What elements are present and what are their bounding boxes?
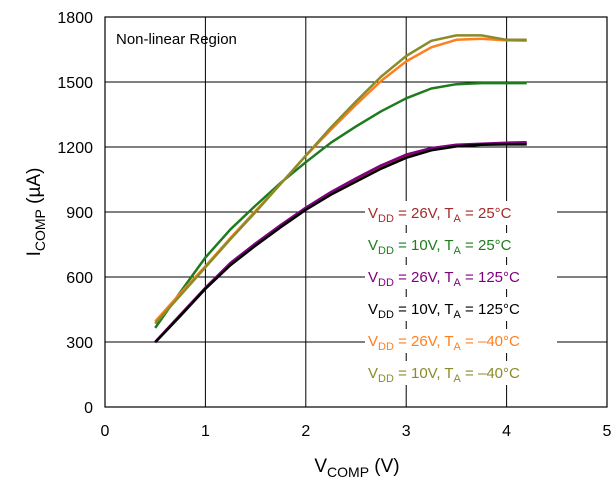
legend-entry-part: = –40°C xyxy=(461,365,520,382)
x-tick-label: 5 xyxy=(603,423,612,440)
y-tick-labels: 0 300 600 900 1200 1500 1800 xyxy=(57,10,93,417)
legend-entry-part: A xyxy=(454,341,462,353)
legend-entry-part: = 26V, T xyxy=(394,333,454,350)
legend-entry-part: = 10V, T xyxy=(394,301,454,318)
legend-entry-part: A xyxy=(454,277,462,289)
x-tick-label: 3 xyxy=(402,423,411,440)
legend-entry-part: = 125°C xyxy=(461,301,520,318)
legend-entry-part: A xyxy=(454,245,462,257)
legend-entry-part: = 10V, T xyxy=(394,237,454,254)
y-tick-label: 600 xyxy=(66,270,93,287)
legend-entry-part: A xyxy=(454,373,462,385)
legend-entry: VDD = 26V, TA = 125°C xyxy=(368,269,520,289)
y-axis-title: ICOMP (µA) xyxy=(24,168,48,257)
series-line xyxy=(154,34,527,325)
legend-entry-part: DD xyxy=(378,213,394,225)
y-axis-title-main: I xyxy=(24,251,45,256)
y-tick-label: 300 xyxy=(66,335,93,352)
legend-entry-part: = 25°C xyxy=(461,237,512,254)
x-tick-label: 0 xyxy=(101,423,110,440)
x-axis-title-main: V xyxy=(314,456,327,477)
series-line xyxy=(154,143,527,344)
legend-entry: VDD = 26V, TA = 25°C xyxy=(368,205,512,225)
legend-entry-part: V xyxy=(368,205,378,222)
legend-entry: VDD = 26V, TA = –40°C xyxy=(368,333,520,353)
legend-entry-part: = 10V, T xyxy=(394,365,454,382)
y-axis-title-unit: (µA) xyxy=(24,168,45,210)
legend-entry-background xyxy=(365,233,557,257)
legend-entry-part: = 26V, T xyxy=(394,205,454,222)
plot-frame xyxy=(104,16,608,408)
y-tick-label: 1200 xyxy=(57,140,93,157)
y-tick-label: 900 xyxy=(66,205,93,222)
annotation-nonlinear-region: Non-linear Region xyxy=(116,31,237,48)
x-tick-label: 2 xyxy=(301,423,310,440)
legend-entry-part: V xyxy=(368,365,378,382)
legend-entry-background xyxy=(365,201,557,225)
legend-entry-part: A xyxy=(454,309,462,321)
legend-entry-part: DD xyxy=(378,245,394,257)
x-tick-labels: 0 1 2 3 4 5 xyxy=(101,423,612,440)
legend-entry-background xyxy=(365,265,557,289)
legend-entry-part: V xyxy=(368,237,378,254)
legend-entry-part: A xyxy=(454,213,462,225)
x-axis-title-sub: COMP xyxy=(327,464,369,480)
series-line xyxy=(154,81,527,329)
legend-entry-part: V xyxy=(368,269,378,286)
legend-entry: VDD = 10V, TA = 125°C xyxy=(368,301,520,321)
legend-entry-part: V xyxy=(368,333,378,350)
legend-entry-part: DD xyxy=(378,341,394,353)
legend-entry-part: = –40°C xyxy=(461,333,520,350)
x-tick-label: 4 xyxy=(502,423,511,440)
legend-entry-background xyxy=(365,361,557,385)
x-tick-label: 1 xyxy=(201,423,210,440)
y-tick-label: 0 xyxy=(84,400,93,417)
legend-entry-part: = 125°C xyxy=(461,269,520,286)
legend-entry-part: DD xyxy=(378,309,394,321)
legend-entry-part: V xyxy=(368,301,378,318)
legend-entry: VDD = 10V, TA = –40°C xyxy=(368,365,520,385)
series-lines xyxy=(154,34,527,344)
legend-entry-part: = 26V, T xyxy=(394,269,454,286)
legend-entry-background xyxy=(365,297,557,321)
y-tick-label: 1500 xyxy=(57,75,93,92)
legend-entry-background xyxy=(365,329,557,353)
y-tick-label: 1800 xyxy=(57,10,93,27)
y-axis-title-sub: COMP xyxy=(32,209,48,251)
x-axis-title: VCOMP (V) xyxy=(314,456,399,480)
x-axis-title-unit: (V) xyxy=(369,456,400,477)
legend-entry-part: DD xyxy=(378,277,394,289)
legend-entry-part: = 25°C xyxy=(461,205,512,222)
legend-entry: VDD = 10V, TA = 25°C xyxy=(368,237,512,257)
legend-entry-part: DD xyxy=(378,373,394,385)
